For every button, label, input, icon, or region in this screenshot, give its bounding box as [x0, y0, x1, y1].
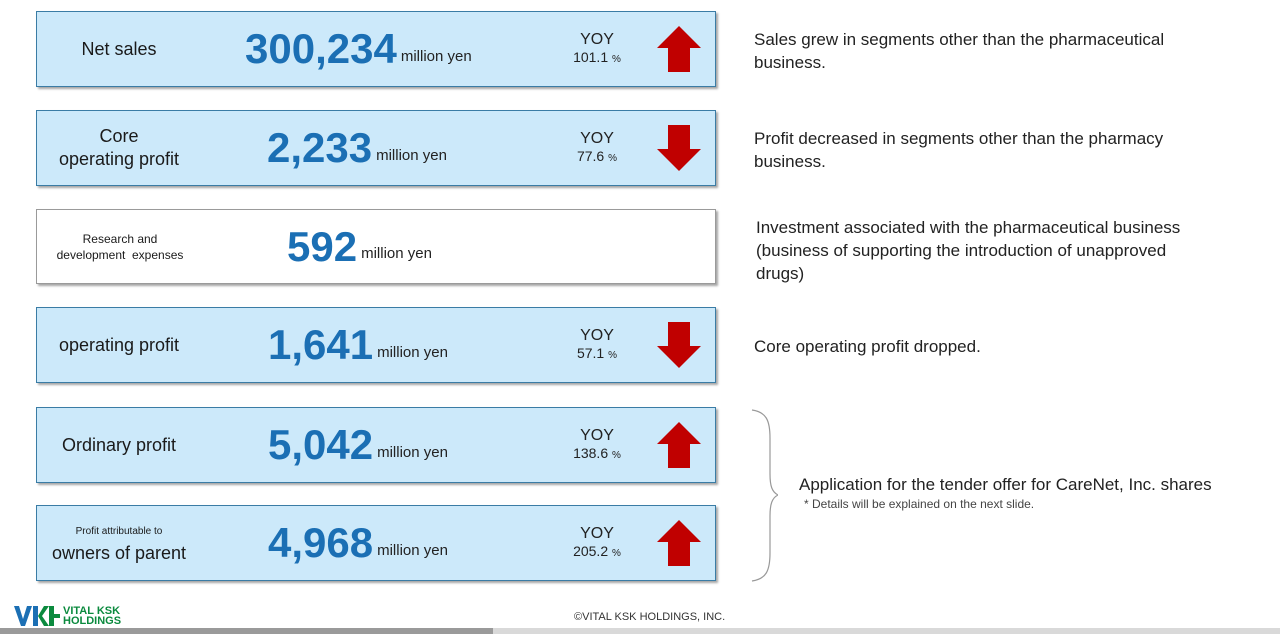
operating-profit-value-group: 1,641 million yen: [268, 308, 448, 382]
ordinary-profit-card: Ordinary profit 5,042 million yen YOY 13…: [36, 407, 716, 483]
copyright-text: ©VITAL KSK HOLDINGS, INC.: [574, 611, 726, 623]
rnd-expenses-value: 592: [287, 222, 358, 270]
profit-attributable-card: Profit attributable to owners of parent …: [36, 505, 716, 581]
operating-profit-label: operating profit: [58, 334, 180, 355]
yoy-value: 77.6 %: [576, 147, 618, 164]
profit-attributable-value: 4,968: [268, 519, 374, 566]
core-operating-profit-unit: million yen: [376, 146, 447, 164]
profit-attributable-value-group: 4,968 million yen: [268, 506, 448, 580]
ordinary-profit-unit: million yen: [377, 443, 448, 461]
rnd-expenses-label: Research and development expenses: [37, 210, 203, 283]
rnd-expenses-unit: million yen: [361, 245, 432, 262]
down-arrow-icon: [657, 322, 701, 368]
footer-bar: [0, 628, 1280, 634]
net-sales-value: 300,234: [245, 25, 397, 72]
ordinary-profit-value: 5,042: [268, 421, 374, 468]
ordinary-profit-label: Ordinary profit: [61, 434, 177, 455]
rnd-expenses-card: Research and development expenses 592 mi…: [36, 209, 716, 284]
label-line-2: owners of parent: [51, 542, 187, 563]
ordinary-profit-yoy: YOY 138.6 %: [557, 408, 637, 482]
net-sales-label: Net sales: [81, 38, 157, 59]
core-profit-note: Profit decreased in segments other than …: [754, 129, 1164, 171]
net-sales-value-group: 300,234 million yen: [245, 12, 472, 86]
core-operating-profit-value-group: 2,233 million yen: [267, 111, 447, 185]
net-sales-yoy: YOY 101.1 %: [557, 12, 637, 86]
label-line-2: development expenses: [56, 247, 184, 262]
footer-bar-accent: [0, 628, 493, 634]
operating-profit-unit: million yen: [377, 343, 448, 361]
application-note: Application for the tender offer for Car…: [799, 475, 1212, 494]
down-arrow-icon: [657, 125, 701, 171]
label-line-1: Core: [99, 126, 139, 146]
yoy-title: YOY: [580, 426, 614, 444]
yoy-value: 101.1 %: [573, 48, 621, 65]
core-operating-profit-yoy: YOY 77.6 %: [557, 111, 637, 185]
yoy-title: YOY: [580, 30, 614, 48]
yoy-title: YOY: [580, 524, 614, 542]
logo-text: VITAL KSK HOLDINGS: [63, 605, 122, 627]
core-operating-profit-value: 2,233: [267, 124, 373, 171]
yoy-title: YOY: [580, 129, 614, 147]
label-line-2: operating profit: [58, 149, 180, 169]
operating-profit-value: 1,641: [268, 321, 374, 368]
operating-profit-card: operating profit 1,641 million yen YOY 5…: [36, 307, 716, 383]
yoy-value: 57.1 %: [576, 344, 618, 361]
logo-line-1: VITAL KSK: [63, 605, 121, 617]
vk-logo-icon: [14, 606, 60, 626]
label-line-1: Research and: [82, 231, 158, 246]
rnd-note: Investment associated with the pharmaceu…: [756, 218, 1181, 283]
core-operating-profit-label: Core operating profit: [37, 111, 201, 185]
up-arrow-icon: [657, 26, 701, 72]
yoy-title: YOY: [580, 326, 614, 344]
yoy-value: 205.2 %: [573, 542, 621, 559]
application-subnote: * Details will be explained on the next …: [804, 497, 1035, 511]
profit-attributable-label: Profit attributable to owners of parent: [37, 506, 201, 580]
operating-profit-note: Core operating profit dropped.: [754, 337, 981, 356]
logo-line-2: HOLDINGS: [63, 615, 122, 627]
net-sales-unit: million yen: [400, 47, 472, 65]
operating-profit-yoy: YOY 57.1 %: [557, 308, 637, 382]
core-operating-profit-card: Core operating profit 2,233 million yen …: [36, 110, 716, 186]
label-line-1: Profit attributable to: [75, 525, 163, 537]
yoy-value: 138.6 %: [573, 444, 621, 461]
net-sales-note: Sales grew in segments other than the ph…: [754, 30, 1165, 72]
up-arrow-icon: [657, 422, 701, 468]
up-arrow-icon: [657, 520, 701, 566]
company-logo: VITAL KSK HOLDINGS: [14, 605, 122, 627]
profit-attributable-yoy: YOY 205.2 %: [557, 506, 637, 580]
ordinary-profit-value-group: 5,042 million yen: [268, 408, 448, 482]
net-sales-card: Net sales 300,234 million yen YOY 101.1 …: [36, 11, 716, 87]
profit-attributable-unit: million yen: [377, 541, 448, 559]
rnd-expenses-value-group: 592 million yen: [287, 210, 432, 283]
curly-brace-icon: [751, 409, 778, 582]
